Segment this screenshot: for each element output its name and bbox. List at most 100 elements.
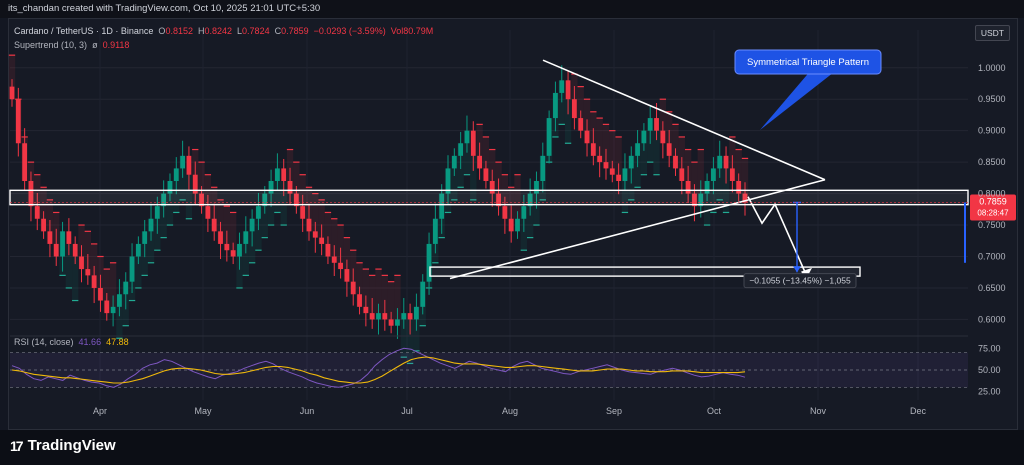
price-chart[interactable]: −0.1055 (−13.45%) −1,055 Symmetrical Tria… bbox=[0, 0, 1024, 430]
supertrend-fill bbox=[293, 162, 300, 207]
supertrend-line bbox=[34, 174, 41, 176]
supertrend-line bbox=[293, 161, 300, 163]
candles-layer bbox=[9, 65, 748, 339]
currency-badge[interactable]: USDT bbox=[974, 25, 1010, 41]
supertrend-line bbox=[463, 174, 471, 176]
candle-body bbox=[704, 181, 710, 194]
legend-row-1: Cardano / TetherUS · 1D · Binance O0.815… bbox=[14, 24, 433, 38]
candle-body bbox=[249, 218, 255, 232]
supertrend-fill bbox=[470, 155, 477, 200]
supertrend-line bbox=[312, 192, 319, 195]
candle-body bbox=[622, 168, 628, 181]
candle-body bbox=[104, 300, 110, 314]
supertrend-line bbox=[697, 148, 704, 151]
candle-body bbox=[148, 218, 154, 232]
supertrend-line bbox=[97, 255, 104, 258]
candle-body bbox=[603, 162, 609, 169]
supertrend-line bbox=[211, 186, 218, 188]
rsi-tick-label: 50.00 bbox=[978, 365, 1001, 375]
supertrend-line bbox=[350, 249, 357, 251]
candle-body bbox=[679, 168, 685, 181]
measure-arrowhead bbox=[793, 266, 801, 273]
candle-body bbox=[350, 281, 356, 295]
candle-body bbox=[306, 218, 312, 232]
candle-body bbox=[414, 306, 419, 320]
supertrend-fill bbox=[406, 319, 414, 364]
candle-body bbox=[331, 256, 337, 263]
supertrend-line bbox=[369, 274, 376, 276]
supertrend-fill bbox=[337, 225, 344, 270]
supertrend-line bbox=[173, 211, 180, 214]
breakdown-path bbox=[747, 196, 808, 277]
candle-body bbox=[287, 181, 293, 194]
candle-body bbox=[357, 294, 362, 307]
supertrend-line bbox=[640, 174, 648, 176]
candle-body bbox=[224, 243, 230, 251]
rsi-label[interactable]: RSI (14, close) bbox=[14, 337, 74, 347]
candle-body bbox=[98, 287, 103, 301]
supertrend-line bbox=[729, 136, 736, 138]
supertrend-line bbox=[489, 148, 496, 151]
supertrend-line bbox=[438, 237, 445, 239]
candle-body bbox=[584, 130, 590, 144]
candle-body bbox=[609, 168, 615, 175]
supertrend-fill bbox=[451, 155, 458, 200]
supertrend-label[interactable]: Supertrend (10, 3) bbox=[14, 40, 88, 50]
supertrend-fill bbox=[318, 199, 325, 244]
supertrend-fill bbox=[356, 262, 363, 307]
price-tick-label: 0.8000 bbox=[978, 189, 1006, 199]
candle-body bbox=[237, 243, 242, 257]
high-value: 0.8242 bbox=[204, 26, 233, 36]
candle-body bbox=[458, 143, 464, 156]
supertrend-line bbox=[413, 350, 420, 352]
supertrend-fill bbox=[312, 193, 319, 238]
supertrend-line bbox=[716, 199, 723, 201]
legend-row-2: Supertrend (10, 3) ø 0.9118 bbox=[14, 38, 433, 52]
triangle-lower-line bbox=[449, 178, 826, 280]
candle-body bbox=[173, 168, 179, 181]
supertrend-line bbox=[470, 199, 477, 201]
candle-body bbox=[628, 155, 634, 169]
supertrend-line bbox=[59, 274, 66, 276]
supertrend-fill bbox=[615, 136, 622, 181]
candle-body bbox=[382, 313, 388, 320]
high-label: H bbox=[197, 26, 205, 36]
supertrend-fill bbox=[741, 158, 749, 203]
supertrend-line bbox=[324, 211, 332, 214]
supertrend-line bbox=[27, 161, 35, 163]
candle-body bbox=[281, 168, 287, 181]
supertrend-line bbox=[331, 218, 338, 220]
drawings-layer: −0.1055 (−13.45%) −1,055 Symmetrical Tria… bbox=[9, 49, 1016, 289]
candle-body bbox=[72, 243, 78, 257]
candle-body bbox=[464, 130, 470, 144]
candle-body bbox=[262, 193, 268, 207]
supertrend-line bbox=[78, 224, 85, 226]
candle-body bbox=[565, 80, 571, 100]
supertrend-fill bbox=[223, 206, 231, 251]
rsi-line bbox=[11, 347, 746, 388]
supertrend-fill bbox=[703, 181, 711, 226]
symbol-name[interactable]: Cardano / TetherUS · 1D · Binance bbox=[14, 26, 154, 36]
supertrend-fill bbox=[331, 218, 338, 263]
tradingview-logo[interactable]: 17 TradingView bbox=[10, 437, 116, 454]
supertrend-line bbox=[122, 325, 129, 327]
supertrend-line bbox=[539, 199, 546, 201]
candle-body bbox=[230, 250, 236, 257]
candle-body bbox=[205, 206, 211, 219]
candle-body bbox=[660, 130, 666, 144]
supertrend-line bbox=[741, 157, 749, 160]
time-tick-label: Jul bbox=[401, 406, 413, 416]
candle-body bbox=[300, 206, 306, 219]
candle-body bbox=[489, 181, 495, 194]
supertrend-line bbox=[590, 111, 597, 113]
candle-body bbox=[376, 313, 381, 320]
supertrend-fill bbox=[697, 149, 704, 194]
supertrend-line bbox=[135, 287, 142, 289]
supertrend-line bbox=[255, 249, 262, 251]
candle-body bbox=[180, 155, 186, 169]
low-value: 0.7824 bbox=[242, 26, 270, 36]
supertrend-line bbox=[722, 211, 730, 214]
time-tick-label: Nov bbox=[810, 406, 827, 416]
supertrend-line bbox=[185, 218, 193, 220]
supertrend-line bbox=[387, 281, 395, 283]
